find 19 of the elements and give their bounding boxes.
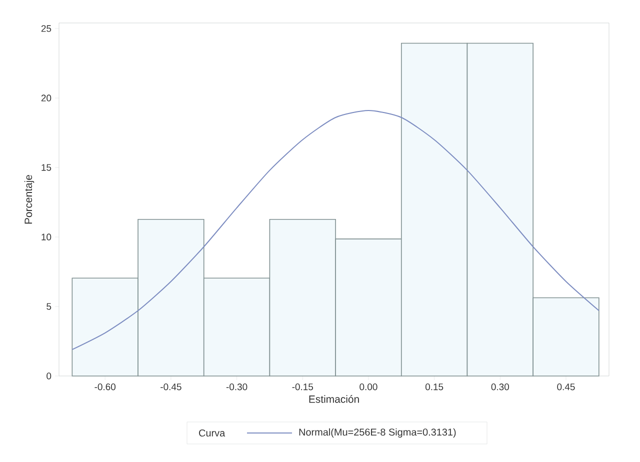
x-tick-label: 0.00 bbox=[360, 384, 378, 390]
y-tick-label: 20 bbox=[41, 94, 52, 102]
legend-title: Curva bbox=[199, 429, 226, 437]
x-tick-label: -0.60 bbox=[94, 384, 116, 390]
x-axis-title: Estimación bbox=[309, 395, 359, 403]
line-series bbox=[72, 110, 600, 350]
x-tick-label: -0.15 bbox=[292, 384, 314, 390]
y-tick-label: 0 bbox=[46, 372, 52, 380]
y-tick-label: 15 bbox=[42, 164, 52, 171]
x-tick-label: -0.45 bbox=[160, 384, 182, 390]
x-tick-label: -0.30 bbox=[226, 384, 248, 390]
x-tick-label: 0.30 bbox=[491, 384, 509, 390]
x-tick-label: 0.15 bbox=[425, 384, 444, 390]
y-tick-label: 25 bbox=[41, 25, 52, 32]
y-tick-label: 10 bbox=[42, 234, 52, 240]
x-tick-label: 0.45 bbox=[557, 384, 575, 390]
y-tick-label: 5 bbox=[46, 303, 52, 310]
y-axis-title: Porcentaje bbox=[24, 174, 34, 224]
legend-label: Normal(Mu=256E-8 Sigma=0.3131) bbox=[299, 428, 456, 438]
